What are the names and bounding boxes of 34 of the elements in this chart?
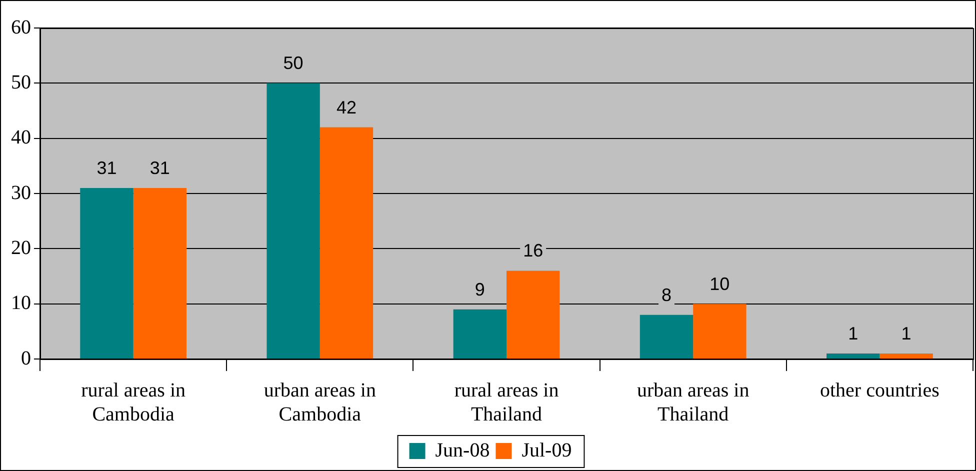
data-label: 1	[901, 323, 912, 344]
legend-label: Jun-08	[435, 439, 490, 462]
data-label: 8	[662, 284, 672, 305]
data-label: 31	[96, 158, 117, 178]
x-tick-label: urban areas in Cambodia	[264, 379, 376, 426]
data-label: 42	[336, 97, 357, 118]
bar	[133, 188, 186, 358]
data-label: 16	[523, 240, 544, 261]
legend-label: Jul-09	[522, 439, 572, 462]
bar	[80, 188, 134, 358]
y-tick-label: 50	[11, 71, 31, 94]
bar	[506, 270, 560, 358]
bar	[640, 314, 694, 358]
data-label: 10	[710, 274, 730, 294]
data-label: 31	[150, 158, 170, 178]
y-tick-label: 40	[11, 126, 31, 149]
bar	[880, 353, 933, 358]
bar	[266, 83, 320, 358]
y-tick-label: 20	[11, 236, 31, 259]
x-tick-label: rural areas in Thailand	[454, 379, 559, 426]
y-tick-label: 0	[21, 347, 31, 370]
x-tick-label: urban areas in Thailand	[637, 379, 750, 426]
x-tick-label: rural areas in Cambodia	[81, 379, 186, 426]
x-tick-label: other countries	[820, 379, 940, 402]
data-label: 50	[283, 53, 304, 74]
bar	[453, 309, 506, 358]
y-tick-label: 30	[11, 182, 31, 204]
y-tick-label: 10	[11, 292, 31, 314]
data-label: 1	[848, 323, 858, 344]
bar	[320, 127, 374, 358]
bar	[826, 353, 880, 358]
data-label: 9	[474, 279, 485, 300]
bar	[693, 304, 746, 358]
y-tick-label: 60	[11, 16, 31, 38]
